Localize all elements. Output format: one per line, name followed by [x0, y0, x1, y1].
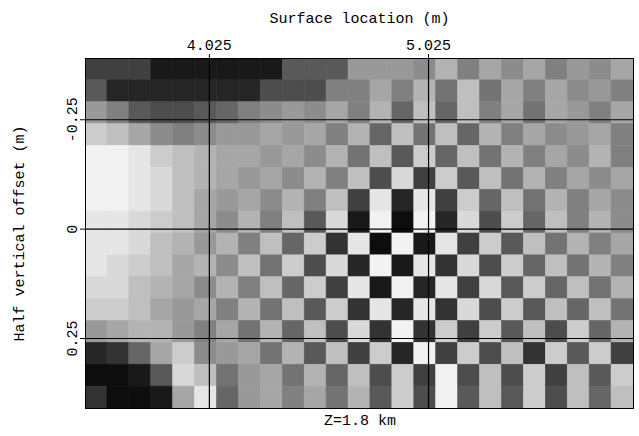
svg-text:0.25: 0.25 — [65, 320, 82, 356]
svg-text:5.025: 5.025 — [406, 38, 451, 55]
html-text:Z=1.8 km: Z=1.8 km — [324, 413, 396, 430]
svg-text:Half vertical offset (m): Half vertical offset (m) — [12, 125, 29, 341]
svg-text:0: 0 — [65, 225, 82, 234]
svg-text:Surface location (m): Surface location (m) — [269, 11, 449, 28]
svg-text:4.025: 4.025 — [187, 38, 232, 55]
svg-text:-0.25: -0.25 — [65, 97, 82, 142]
